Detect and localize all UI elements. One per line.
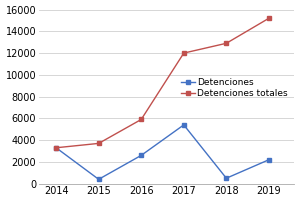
Detenciones [267, 159, 271, 161]
Detenciones [140, 154, 143, 157]
Detenciones [182, 124, 186, 126]
Detenciones totales [97, 142, 101, 145]
Detenciones totales [54, 146, 58, 149]
Detenciones [97, 178, 101, 181]
Detenciones [54, 146, 58, 149]
Detenciones totales [140, 118, 143, 121]
Legend: Detenciones, Detenciones totales: Detenciones, Detenciones totales [179, 76, 290, 100]
Detenciones totales [224, 42, 228, 44]
Detenciones [224, 177, 228, 179]
Line: Detenciones totales: Detenciones totales [54, 16, 271, 150]
Detenciones totales [267, 17, 271, 19]
Detenciones totales [182, 52, 186, 54]
Line: Detenciones: Detenciones [54, 122, 271, 182]
